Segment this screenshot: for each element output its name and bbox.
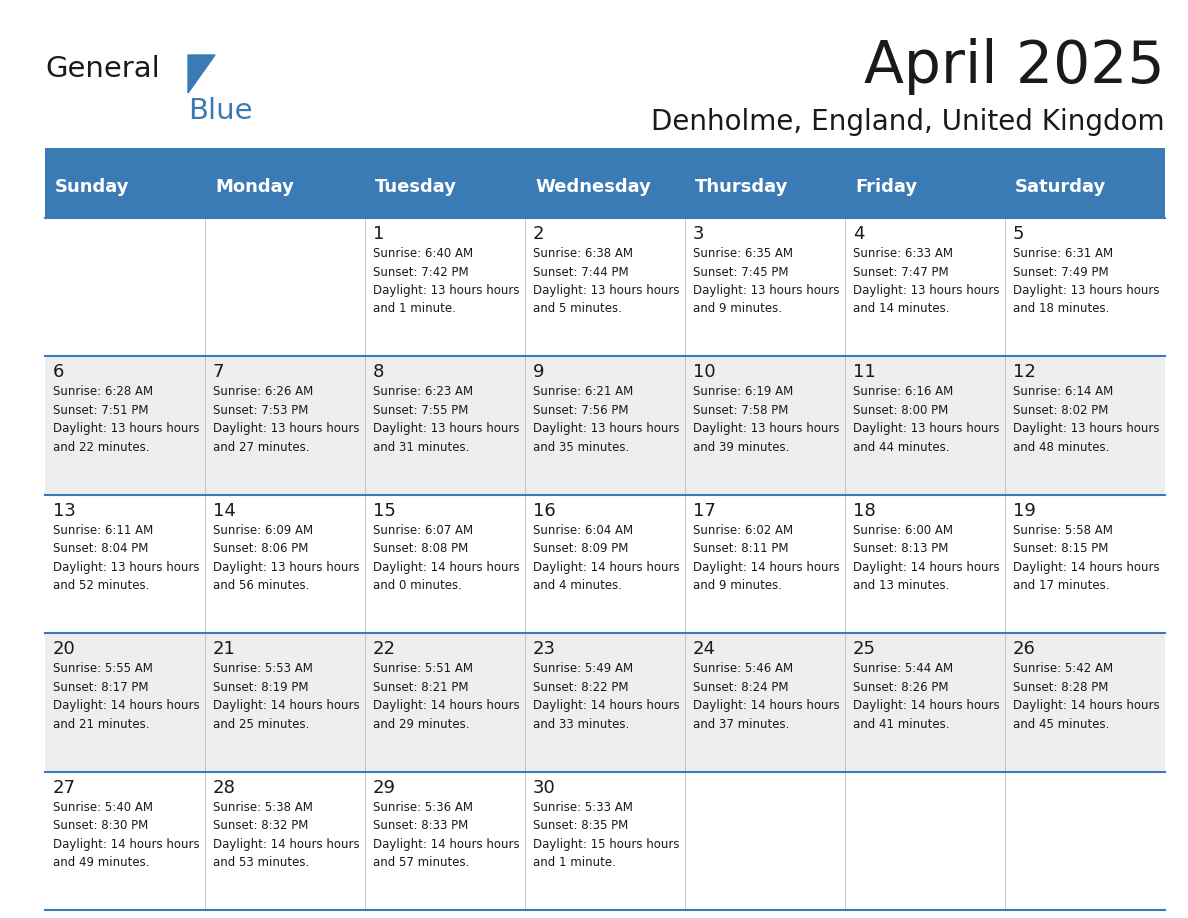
Text: 5: 5	[1013, 225, 1024, 243]
Bar	[45, 148, 1165, 157]
Text: 30: 30	[533, 778, 556, 797]
Text: Sunrise: 5:49 AM
Sunset: 8:22 PM
Daylight: 14 hours hours
and 33 minutes.: Sunrise: 5:49 AM Sunset: 8:22 PM Dayligh…	[533, 662, 680, 731]
Text: 17: 17	[693, 502, 716, 520]
Text: Sunrise: 6:38 AM
Sunset: 7:44 PM
Daylight: 13 hours hours
and 5 minutes.: Sunrise: 6:38 AM Sunset: 7:44 PM Dayligh…	[533, 247, 680, 316]
Text: 14: 14	[213, 502, 236, 520]
Text: Sunrise: 6:23 AM
Sunset: 7:55 PM
Daylight: 13 hours hours
and 31 minutes.: Sunrise: 6:23 AM Sunset: 7:55 PM Dayligh…	[373, 386, 519, 453]
Text: 22: 22	[373, 640, 396, 658]
Text: Sunrise: 6:33 AM
Sunset: 7:47 PM
Daylight: 13 hours hours
and 14 minutes.: Sunrise: 6:33 AM Sunset: 7:47 PM Dayligh…	[853, 247, 999, 316]
Bar	[45, 633, 1165, 772]
Text: 3: 3	[693, 225, 704, 243]
Text: 16: 16	[533, 502, 556, 520]
Text: 6: 6	[53, 364, 64, 381]
Text: 15: 15	[373, 502, 396, 520]
Text: Sunrise: 5:58 AM
Sunset: 8:15 PM
Daylight: 14 hours hours
and 17 minutes.: Sunrise: 5:58 AM Sunset: 8:15 PM Dayligh…	[1013, 524, 1159, 592]
Text: 20: 20	[53, 640, 76, 658]
Text: Blue: Blue	[188, 97, 253, 125]
Text: Sunrise: 6:28 AM
Sunset: 7:51 PM
Daylight: 13 hours hours
and 22 minutes.: Sunrise: 6:28 AM Sunset: 7:51 PM Dayligh…	[53, 386, 200, 453]
Text: 29: 29	[373, 778, 396, 797]
Text: 13: 13	[53, 502, 76, 520]
Text: 11: 11	[853, 364, 876, 381]
Text: Sunrise: 6:35 AM
Sunset: 7:45 PM
Daylight: 13 hours hours
and 9 minutes.: Sunrise: 6:35 AM Sunset: 7:45 PM Dayligh…	[693, 247, 840, 316]
Text: Sunrise: 6:19 AM
Sunset: 7:58 PM
Daylight: 13 hours hours
and 39 minutes.: Sunrise: 6:19 AM Sunset: 7:58 PM Dayligh…	[693, 386, 840, 453]
Text: Sunrise: 6:40 AM
Sunset: 7:42 PM
Daylight: 13 hours hours
and 1 minute.: Sunrise: 6:40 AM Sunset: 7:42 PM Dayligh…	[373, 247, 519, 316]
Text: Sunrise: 5:55 AM
Sunset: 8:17 PM
Daylight: 14 hours hours
and 21 minutes.: Sunrise: 5:55 AM Sunset: 8:17 PM Dayligh…	[53, 662, 200, 731]
Text: Sunday: Sunday	[55, 178, 129, 196]
Text: Sunrise: 6:31 AM
Sunset: 7:49 PM
Daylight: 13 hours hours
and 18 minutes.: Sunrise: 6:31 AM Sunset: 7:49 PM Dayligh…	[1013, 247, 1159, 316]
Text: Sunrise: 5:38 AM
Sunset: 8:32 PM
Daylight: 14 hours hours
and 53 minutes.: Sunrise: 5:38 AM Sunset: 8:32 PM Dayligh…	[213, 800, 360, 869]
Text: Saturday: Saturday	[1015, 178, 1106, 196]
Text: 27: 27	[53, 778, 76, 797]
Text: Sunrise: 6:26 AM
Sunset: 7:53 PM
Daylight: 13 hours hours
and 27 minutes.: Sunrise: 6:26 AM Sunset: 7:53 PM Dayligh…	[213, 386, 360, 453]
Text: Sunrise: 5:42 AM
Sunset: 8:28 PM
Daylight: 14 hours hours
and 45 minutes.: Sunrise: 5:42 AM Sunset: 8:28 PM Dayligh…	[1013, 662, 1159, 731]
Text: 9: 9	[533, 364, 544, 381]
Text: Sunrise: 5:51 AM
Sunset: 8:21 PM
Daylight: 14 hours hours
and 29 minutes.: Sunrise: 5:51 AM Sunset: 8:21 PM Dayligh…	[373, 662, 519, 731]
Text: 28: 28	[213, 778, 236, 797]
Text: Sunrise: 6:04 AM
Sunset: 8:09 PM
Daylight: 14 hours hours
and 4 minutes.: Sunrise: 6:04 AM Sunset: 8:09 PM Dayligh…	[533, 524, 680, 592]
Text: 10: 10	[693, 364, 715, 381]
Text: 26: 26	[1013, 640, 1036, 658]
Text: Sunrise: 5:53 AM
Sunset: 8:19 PM
Daylight: 14 hours hours
and 25 minutes.: Sunrise: 5:53 AM Sunset: 8:19 PM Dayligh…	[213, 662, 360, 731]
Bar	[45, 157, 1165, 218]
Text: Sunrise: 6:11 AM
Sunset: 8:04 PM
Daylight: 13 hours hours
and 52 minutes.: Sunrise: 6:11 AM Sunset: 8:04 PM Dayligh…	[53, 524, 200, 592]
Text: 12: 12	[1013, 364, 1036, 381]
Text: Sunrise: 6:16 AM
Sunset: 8:00 PM
Daylight: 13 hours hours
and 44 minutes.: Sunrise: 6:16 AM Sunset: 8:00 PM Dayligh…	[853, 386, 999, 453]
Text: Sunrise: 6:21 AM
Sunset: 7:56 PM
Daylight: 13 hours hours
and 35 minutes.: Sunrise: 6:21 AM Sunset: 7:56 PM Dayligh…	[533, 386, 680, 453]
Text: Sunrise: 5:40 AM
Sunset: 8:30 PM
Daylight: 14 hours hours
and 49 minutes.: Sunrise: 5:40 AM Sunset: 8:30 PM Dayligh…	[53, 800, 200, 869]
Bar	[45, 356, 1165, 495]
Text: 25: 25	[853, 640, 876, 658]
Text: Tuesday: Tuesday	[375, 178, 457, 196]
Bar	[45, 218, 1165, 356]
Text: Sunrise: 6:02 AM
Sunset: 8:11 PM
Daylight: 14 hours hours
and 9 minutes.: Sunrise: 6:02 AM Sunset: 8:11 PM Dayligh…	[693, 524, 840, 592]
Text: Wednesday: Wednesday	[535, 178, 651, 196]
Text: Monday: Monday	[215, 178, 293, 196]
Text: 8: 8	[373, 364, 385, 381]
Bar	[45, 772, 1165, 910]
Text: 23: 23	[533, 640, 556, 658]
Text: Sunrise: 5:46 AM
Sunset: 8:24 PM
Daylight: 14 hours hours
and 37 minutes.: Sunrise: 5:46 AM Sunset: 8:24 PM Dayligh…	[693, 662, 840, 731]
Text: Sunrise: 6:00 AM
Sunset: 8:13 PM
Daylight: 14 hours hours
and 13 minutes.: Sunrise: 6:00 AM Sunset: 8:13 PM Dayligh…	[853, 524, 999, 592]
Text: General: General	[45, 55, 159, 83]
Text: 24: 24	[693, 640, 716, 658]
Text: Sunrise: 5:44 AM
Sunset: 8:26 PM
Daylight: 14 hours hours
and 41 minutes.: Sunrise: 5:44 AM Sunset: 8:26 PM Dayligh…	[853, 662, 999, 731]
Text: 18: 18	[853, 502, 876, 520]
Text: Sunrise: 6:09 AM
Sunset: 8:06 PM
Daylight: 13 hours hours
and 56 minutes.: Sunrise: 6:09 AM Sunset: 8:06 PM Dayligh…	[213, 524, 360, 592]
Text: Friday: Friday	[855, 178, 917, 196]
Polygon shape	[188, 55, 215, 93]
Text: 7: 7	[213, 364, 225, 381]
Text: Thursday: Thursday	[695, 178, 789, 196]
Text: Sunrise: 6:14 AM
Sunset: 8:02 PM
Daylight: 13 hours hours
and 48 minutes.: Sunrise: 6:14 AM Sunset: 8:02 PM Dayligh…	[1013, 386, 1159, 453]
Text: Sunrise: 5:33 AM
Sunset: 8:35 PM
Daylight: 15 hours hours
and 1 minute.: Sunrise: 5:33 AM Sunset: 8:35 PM Dayligh…	[533, 800, 680, 869]
Bar	[45, 495, 1165, 633]
Text: Denholme, England, United Kingdom: Denholme, England, United Kingdom	[651, 108, 1165, 136]
Text: 21: 21	[213, 640, 236, 658]
Text: Sunrise: 6:07 AM
Sunset: 8:08 PM
Daylight: 14 hours hours
and 0 minutes.: Sunrise: 6:07 AM Sunset: 8:08 PM Dayligh…	[373, 524, 519, 592]
Text: 2: 2	[533, 225, 544, 243]
Text: 19: 19	[1013, 502, 1036, 520]
Text: Sunrise: 5:36 AM
Sunset: 8:33 PM
Daylight: 14 hours hours
and 57 minutes.: Sunrise: 5:36 AM Sunset: 8:33 PM Dayligh…	[373, 800, 519, 869]
Text: 1: 1	[373, 225, 385, 243]
Text: 4: 4	[853, 225, 865, 243]
Text: April 2025: April 2025	[865, 38, 1165, 95]
